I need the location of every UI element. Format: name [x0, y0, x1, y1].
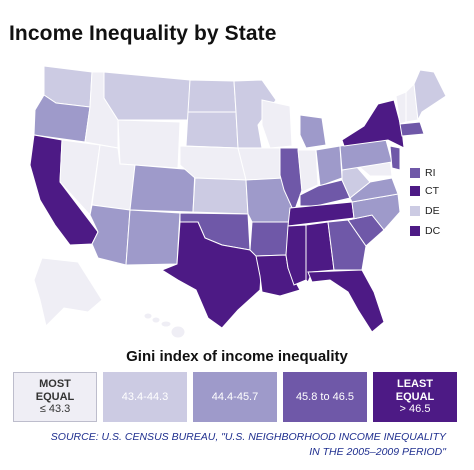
- state-ak[interactable]: [33, 257, 103, 327]
- legend-bin-least-equal: LEAST EQUAL > 46.5: [373, 372, 457, 422]
- legend: MOST EQUAL ≤ 43.3 43.4-44.3 44.4-45.7 45…: [13, 372, 461, 422]
- state-tx[interactable]: [160, 221, 263, 329]
- source-note: SOURCE: U.S. CENSUS BUREAU, "U.S. NEIGHB…: [16, 430, 446, 460]
- legend-bin-line2: EQUAL: [395, 390, 435, 403]
- state-co[interactable]: [129, 164, 196, 213]
- state-mi[interactable]: [299, 114, 327, 149]
- state-ia[interactable]: [237, 147, 285, 181]
- state-nm[interactable]: [125, 209, 181, 266]
- state-ny[interactable]: [341, 99, 405, 149]
- state-nd[interactable]: [187, 79, 237, 113]
- legend-bin-most-equal: MOST EQUAL ≤ 43.3: [13, 372, 97, 422]
- dc-swatch: [410, 226, 420, 236]
- state-wy[interactable]: [117, 119, 181, 169]
- ri-swatch: [410, 168, 420, 178]
- state-fl[interactable]: [307, 269, 385, 333]
- source-line-1: SOURCE: U.S. CENSUS BUREAU, "U.S. NEIGHB…: [50, 431, 446, 443]
- state-ks[interactable]: [192, 177, 249, 215]
- state-nc[interactable]: [347, 193, 401, 231]
- de-label: DE: [425, 205, 440, 217]
- state-nj[interactable]: [389, 145, 401, 171]
- legend-bin-range: 43.4-44.3: [121, 390, 169, 403]
- state-sd[interactable]: [185, 111, 239, 149]
- legend-bin-2: 43.4-44.3: [103, 372, 187, 422]
- state-mn[interactable]: [233, 79, 277, 149]
- state-mt[interactable]: [103, 71, 191, 121]
- state-ma[interactable]: [399, 121, 425, 137]
- legend-bin-4: 45.8 to 46.5: [283, 372, 367, 422]
- legend-bin-range: 45.8 to 46.5: [295, 390, 355, 403]
- state-me[interactable]: [413, 69, 447, 122]
- legend-title: Gini index of income inequality: [126, 348, 348, 365]
- dc-label: DC: [425, 225, 441, 237]
- state-az[interactable]: [89, 204, 131, 266]
- legend-bin-range: 44.4-45.7: [211, 390, 259, 403]
- legend-bin-line1: MOST: [39, 378, 71, 391]
- state-wi[interactable]: [261, 99, 293, 149]
- state-in[interactable]: [297, 149, 319, 193]
- legend-bin-range: > 46.5: [399, 403, 431, 416]
- ct-swatch: [410, 186, 420, 196]
- state-hi[interactable]: [143, 312, 186, 339]
- ri-label: RI: [425, 167, 436, 179]
- legend-bin-3: 44.4-45.7: [193, 372, 277, 422]
- legend-bin-line1: LEAST: [396, 378, 434, 391]
- source-line-2: IN THE 2005–2009 PERIOD": [309, 446, 446, 458]
- state-oh[interactable]: [315, 145, 343, 187]
- map-title: Income Inequality by State: [9, 22, 277, 45]
- de-swatch: [410, 206, 420, 216]
- ct-label: CT: [425, 185, 439, 197]
- legend-bin-range: ≤ 43.3: [39, 403, 71, 416]
- state-ar[interactable]: [249, 221, 291, 257]
- us-map: [29, 65, 447, 339]
- legend-bin-line2: EQUAL: [35, 390, 75, 403]
